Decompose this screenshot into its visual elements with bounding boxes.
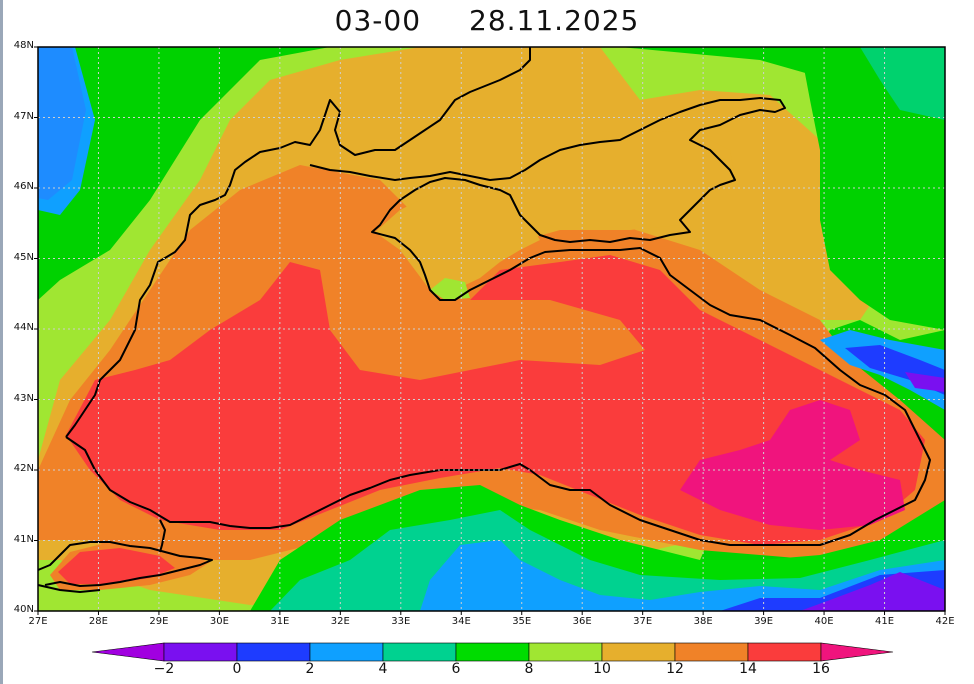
colorbar-segment: [236, 642, 311, 662]
field-crimea: [375, 185, 540, 290]
colorbar-label: −2: [153, 661, 175, 677]
colorbar-label: 12: [666, 661, 684, 677]
lon-label: 38E: [693, 616, 713, 627]
lat-label: 45N: [13, 251, 34, 263]
lon-label: 28E: [88, 616, 108, 627]
lat-label: 48N: [13, 40, 34, 51]
lat-label: 46N: [13, 181, 34, 192]
field-azov: [520, 130, 735, 230]
lon-label: 31E: [270, 616, 290, 627]
colorbar-segment: [163, 642, 238, 662]
colorbar-segment: [747, 642, 822, 662]
colorbar-label: 10: [593, 661, 611, 677]
window-edge: [0, 0, 3, 684]
colorbar-segment: [309, 642, 384, 662]
lon-label: 39E: [754, 616, 774, 627]
lon-label: 37E: [633, 616, 653, 627]
field-crimea-south: [430, 278, 470, 300]
coast-dardanelles: [37, 584, 101, 593]
title-date: 28.11.2025: [469, 4, 640, 37]
field-marmara-red: [58, 548, 175, 584]
lat-label: 44N: [13, 322, 34, 333]
lat-label: 43N: [13, 392, 34, 404]
colorbar-segment: [601, 642, 676, 662]
field-south-violet: [800, 572, 945, 611]
colorbar-label: 8: [524, 661, 534, 677]
lat-label: 41N: [13, 533, 34, 545]
coast-north-west: [65, 47, 531, 438]
lat-label: 40N: [13, 604, 34, 615]
lon-label: 27E: [28, 616, 48, 627]
colorbar-label: 0: [232, 661, 242, 677]
colorbar-segment: [528, 642, 603, 662]
coastline: [37, 47, 931, 593]
lat-label: 47N: [13, 110, 34, 122]
map-title: 03-00 28.11.2025: [0, 4, 974, 37]
coast-bosporus: [159, 519, 166, 553]
lon-label: 34E: [451, 616, 471, 627]
colorbar-segment: [674, 642, 749, 662]
colorbar: [91, 642, 894, 662]
coast-sea-outline: [65, 97, 931, 546]
lon-label: 32E: [330, 616, 350, 627]
lon-label: 40E: [814, 616, 834, 627]
lon-label: 41E: [875, 616, 895, 627]
colorbar-segment: [382, 642, 457, 662]
colorbar-under-triangle: [91, 642, 165, 662]
colorbar-label: 14: [739, 661, 757, 677]
axis-ticks: [34, 46, 946, 615]
lon-label: 30E: [209, 616, 229, 627]
colorbar-label: 2: [305, 661, 315, 677]
lon-label: 33E: [391, 616, 411, 627]
field-west-cold: [38, 47, 86, 200]
colorbar-segment: [455, 642, 530, 662]
lon-label: 35E: [512, 616, 532, 627]
lon-label: 42E: [935, 616, 955, 627]
colorbar-over-triangle: [820, 642, 894, 662]
colorbar-label: 16: [812, 661, 830, 677]
lat-label: 42N: [13, 463, 34, 474]
colorbar-label: 6: [451, 661, 461, 677]
graticule: [38, 47, 945, 611]
lon-label: 29E: [149, 616, 169, 627]
colorbar-label: 4: [378, 661, 388, 677]
lon-label: 36E: [572, 616, 592, 627]
field-south-blue: [420, 540, 945, 611]
field-ne-violet: [905, 372, 945, 392]
title-hour: 03-00: [334, 4, 422, 37]
coast-marmara: [37, 541, 213, 587]
field-hotspot: [680, 400, 905, 530]
field-ne-teal: [860, 47, 945, 120]
